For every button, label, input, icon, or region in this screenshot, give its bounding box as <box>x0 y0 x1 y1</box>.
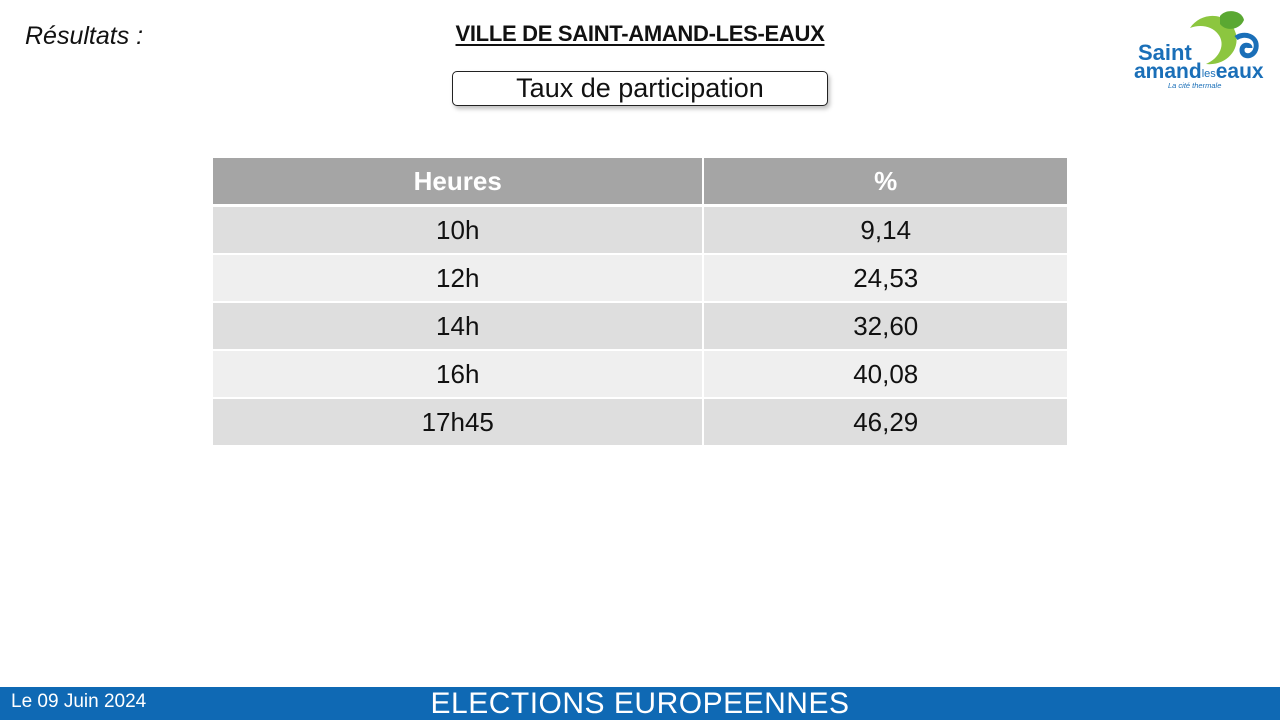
cell-pct: 24,53 <box>703 254 1067 303</box>
svg-text:amandleseaux: amandleseaux <box>1134 60 1264 83</box>
logo-emblem-icon: Saint amandleseaux La cité thermale <box>1134 11 1264 90</box>
city-logo: Saint amandleseaux La cité thermale <box>1132 8 1272 92</box>
cell-heure: 16h <box>213 350 705 399</box>
participation-table: Heures % 10h 9,14 12h 24,53 14h 32,60 16… <box>213 158 1067 447</box>
footer-bar: Le 09 Juin 2024 ELECTIONS EUROPEENNES <box>0 687 1280 720</box>
cell-pct: 9,14 <box>703 205 1067 255</box>
table-row: 17h45 46,29 <box>213 398 1067 447</box>
column-header-percent: % <box>703 158 1067 207</box>
column-header-heures: Heures <box>213 158 705 207</box>
cell-pct: 40,08 <box>703 350 1067 399</box>
cell-heure: 12h <box>213 254 705 303</box>
results-label: Résultats : <box>25 22 144 50</box>
footer-title: ELECTIONS EUROPEENNES <box>430 687 850 720</box>
cell-heure: 17h45 <box>213 398 705 447</box>
table-row: 14h 32,60 <box>213 302 1067 351</box>
table-row: 10h 9,14 <box>213 205 1067 255</box>
cell-pct: 46,29 <box>703 398 1067 447</box>
cell-pct: 32,60 <box>703 302 1067 351</box>
cell-heure: 10h <box>213 205 705 255</box>
footer-date: Le 09 Juin 2024 <box>11 691 147 712</box>
svg-text:Saint: Saint <box>1138 40 1192 65</box>
svg-text:La cité thermale: La cité thermale <box>1168 81 1221 90</box>
table-header-row: Heures % <box>213 158 1067 207</box>
table-row: 12h 24,53 <box>213 254 1067 303</box>
city-title: VILLE DE SAINT-AMAND-LES-EAUX <box>455 21 825 46</box>
cell-heure: 14h <box>213 302 705 351</box>
table-row: 16h 40,08 <box>213 350 1067 399</box>
subtitle-box: Taux de participation <box>452 71 828 106</box>
